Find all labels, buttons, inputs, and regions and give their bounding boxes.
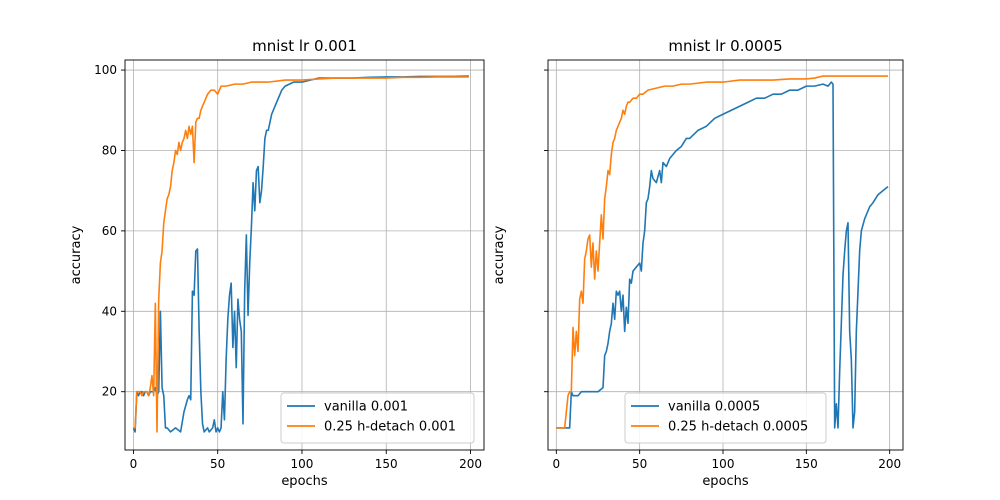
x-axis-label: epochs bbox=[702, 474, 749, 489]
y-tick-label: 80 bbox=[102, 143, 117, 157]
y-tick-label: 40 bbox=[102, 304, 117, 318]
chart-title: mnist lr 0.001 bbox=[252, 37, 357, 55]
plot-frame bbox=[547, 59, 904, 451]
legend: vanilla 0.0005 0.25 h-detach 0.0005 bbox=[624, 392, 827, 444]
series-line-2 bbox=[556, 75, 888, 429]
x-tick-label: 0 bbox=[553, 457, 561, 471]
x-tick-label: 50 bbox=[210, 457, 225, 471]
series-line-2 bbox=[133, 76, 469, 433]
legend-label-2: 0.25 h-detach 0.0005 bbox=[668, 420, 808, 435]
x-tick-label: 200 bbox=[878, 457, 901, 471]
x-tick-label: 0 bbox=[130, 457, 138, 471]
x-tick-label: 100 bbox=[291, 457, 314, 471]
chart-panel-2: 0 50 100 150 200 mnist lr 0.0005 epochs accurac… bbox=[492, 37, 904, 489]
series-line-1 bbox=[132, 75, 469, 433]
x-axis-label: epochs bbox=[281, 474, 328, 489]
series-line-1 bbox=[556, 81, 889, 429]
x-tick-label: 150 bbox=[375, 457, 398, 471]
x-tick-label: 150 bbox=[795, 457, 818, 471]
legend-label-2: 0.25 h-detach 0.001 bbox=[324, 420, 456, 435]
legend-box bbox=[280, 392, 475, 444]
x-tick-label: 100 bbox=[712, 457, 735, 471]
chart-panel-1: 0 50 100 150 200 20 40 60 80 100 mnist lr 0.001 epo… bbox=[69, 37, 485, 489]
plot-frame bbox=[124, 59, 485, 451]
x-tick-label: 50 bbox=[632, 457, 647, 471]
y-tick-label: 60 bbox=[102, 224, 117, 238]
legend-label-1: vanilla 0.0005 bbox=[668, 400, 760, 415]
chart-title: mnist lr 0.0005 bbox=[668, 37, 782, 55]
legend: vanilla 0.001 0.25 h-detach 0.001 bbox=[280, 392, 475, 444]
y-tick-label: 20 bbox=[102, 385, 117, 399]
y-axis-label: accuracy bbox=[69, 225, 84, 284]
y-tick-label: 100 bbox=[94, 63, 117, 77]
legend-label-1: vanilla 0.001 bbox=[324, 400, 408, 415]
y-axis-label: accuracy bbox=[492, 225, 507, 284]
x-tick-label: 200 bbox=[459, 457, 482, 471]
legend-box bbox=[624, 392, 827, 444]
